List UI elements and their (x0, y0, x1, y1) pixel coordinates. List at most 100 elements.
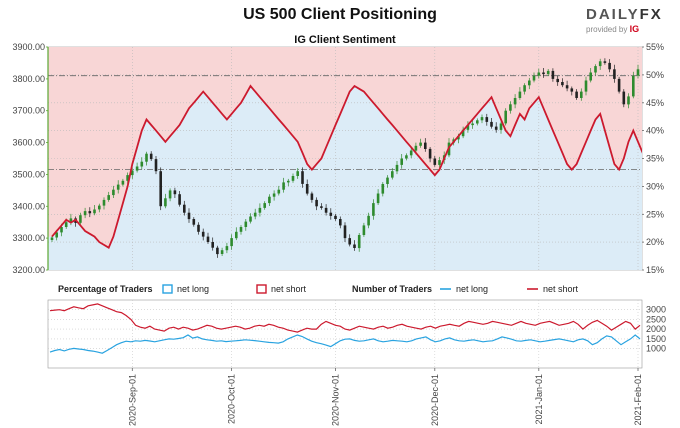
candle (551, 68, 555, 82)
price-axis: 3200.00 3300.00 3400.00 3500.00 3600.00 3700.… (12, 42, 49, 275)
candle-body (376, 193, 380, 204)
candle (145, 151, 148, 166)
candle (386, 175, 389, 188)
candle (466, 121, 470, 133)
candle (334, 213, 337, 221)
candle (494, 122, 498, 133)
candle-body (315, 199, 318, 207)
candle (112, 185, 115, 198)
candle-body (561, 82, 564, 86)
candle-body (476, 120, 479, 124)
candle-body (145, 153, 148, 162)
candle (419, 138, 422, 148)
candle-body (405, 155, 408, 159)
candle (164, 193, 167, 209)
candle-body (414, 145, 418, 151)
candle (320, 203, 323, 210)
pct-legend-title: Percentage of Traders (58, 284, 153, 294)
candle-body (357, 235, 361, 249)
candle-body (253, 212, 257, 217)
panel-title: IG Client Sentiment (294, 34, 396, 46)
candle (570, 86, 574, 96)
candle-body (60, 227, 63, 233)
candle (613, 64, 616, 83)
candle-body (83, 211, 87, 216)
candle (485, 113, 489, 126)
candle (201, 228, 205, 241)
candle-body (55, 232, 58, 238)
candle-body (608, 62, 611, 70)
candle-body (348, 238, 351, 245)
traders-tick-label: 2500 (646, 314, 666, 324)
traders-plot-frame (47, 299, 643, 369)
candle-body (391, 171, 394, 178)
candle (192, 217, 196, 227)
candle-body (362, 225, 366, 235)
candle-body (466, 125, 470, 130)
candle (131, 167, 134, 179)
candle (476, 118, 479, 126)
candle-body (112, 189, 115, 196)
candle-body (149, 153, 153, 160)
candle (617, 76, 621, 94)
candle-body (490, 121, 493, 127)
candle (116, 180, 120, 194)
candle (603, 58, 607, 65)
candle (480, 114, 484, 124)
candle (197, 222, 200, 235)
candle-body (613, 69, 616, 79)
reference-lines (48, 75, 642, 171)
candle (575, 89, 578, 100)
candle (343, 222, 347, 242)
candle-body (499, 123, 503, 130)
date-tick-label: 2020-Dec-01 (430, 374, 440, 426)
candle-body (513, 98, 517, 105)
candle-body (263, 203, 266, 208)
candle-body (258, 207, 262, 213)
brand-daily: DAILY (586, 6, 640, 23)
candle-body (183, 204, 186, 213)
candle-body (523, 85, 526, 92)
candle (301, 167, 304, 188)
candle-body (494, 126, 498, 130)
candle-body (603, 61, 607, 63)
candle (594, 64, 597, 76)
price-tick-label: 3300.00 (12, 233, 45, 243)
candle (565, 80, 569, 92)
candle-body (211, 242, 214, 248)
candle (537, 68, 541, 79)
candle (258, 203, 262, 217)
candle (310, 191, 314, 203)
candle-body (187, 212, 191, 220)
candle (424, 138, 427, 152)
pct-short-label: net short (271, 284, 307, 294)
candle (324, 204, 328, 216)
traders-net-long-line (49, 334, 641, 354)
candle-body (528, 80, 531, 86)
percent-tick-label: 25% (646, 209, 664, 219)
candle (216, 245, 219, 258)
candle (513, 94, 517, 109)
candle (622, 89, 626, 108)
candle (561, 78, 564, 88)
candle-body (457, 136, 460, 140)
date-tick-label: 2021-Jan-01 (534, 374, 544, 425)
candle-body (216, 247, 219, 255)
candle-body (532, 75, 536, 81)
candle (362, 222, 366, 237)
price-tick-label: 3900.00 (12, 42, 45, 52)
candle-body (244, 221, 248, 227)
candle-body (627, 96, 630, 105)
price-tick-label: 3800.00 (12, 74, 45, 84)
candle (253, 208, 257, 220)
candle (329, 208, 333, 220)
candle-body (570, 88, 574, 92)
candle (598, 58, 602, 70)
candle (391, 168, 394, 180)
candle (504, 108, 507, 126)
candle (518, 87, 522, 100)
candle-body (102, 199, 106, 206)
candle-body (69, 218, 73, 223)
percent-axis: 15% 20% 25% 30% 35% 40% 45% 50% 55% (642, 42, 664, 275)
price-tick-label: 3500.00 (12, 169, 45, 179)
